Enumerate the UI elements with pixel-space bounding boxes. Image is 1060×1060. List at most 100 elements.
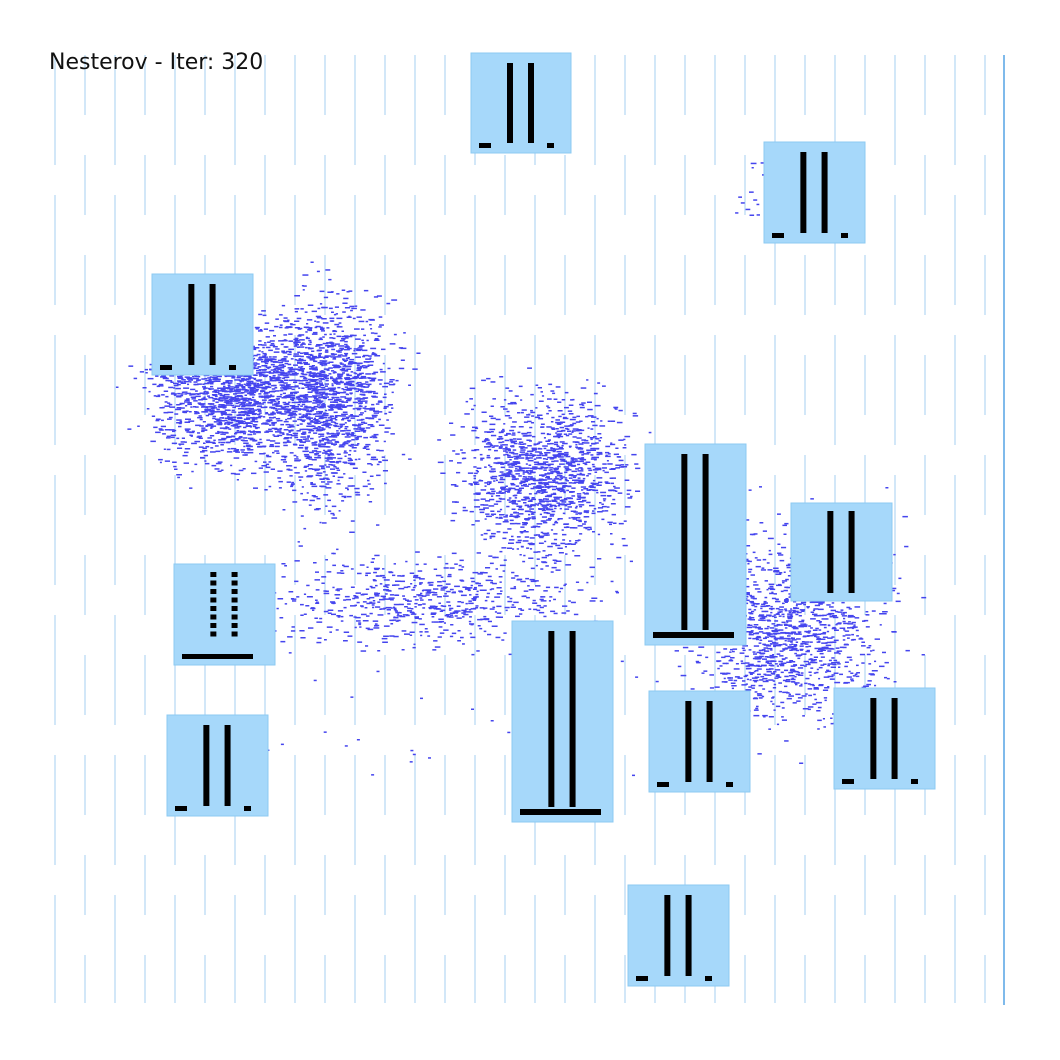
placement-point (891, 589, 896, 592)
placement-point (768, 690, 773, 693)
placement-point (320, 485, 327, 488)
placement-point (293, 353, 299, 355)
placement-point (230, 440, 235, 443)
placement-point (275, 398, 280, 400)
placement-point (339, 391, 346, 394)
placement-point (344, 436, 351, 438)
placement-point (536, 504, 539, 506)
placement-point (286, 394, 289, 397)
placement-point (768, 640, 773, 642)
placement-point (313, 360, 318, 363)
placement-point (202, 393, 208, 395)
placement-point (324, 450, 328, 453)
placement-point (842, 646, 847, 649)
placement-point (373, 410, 379, 412)
placement-point (322, 421, 327, 423)
placement-point (804, 682, 808, 685)
placement-point (229, 388, 233, 390)
placement-point (568, 477, 573, 479)
placement-point (813, 608, 819, 610)
placement-point (302, 399, 307, 401)
placement-point (322, 342, 329, 345)
placement-point (319, 402, 322, 404)
placement-point (515, 516, 518, 519)
placement-point (248, 405, 252, 407)
placement-point (310, 417, 314, 419)
placement-point (302, 438, 307, 440)
placement-point (375, 421, 379, 423)
placement-point (361, 372, 364, 375)
placement-point (821, 642, 827, 644)
placement-point (290, 394, 295, 397)
placement-point (304, 414, 308, 416)
placement-point (515, 468, 518, 470)
placement-point (304, 311, 308, 313)
placement-point (313, 375, 319, 378)
placement-point (347, 488, 349, 491)
placement-point (555, 428, 559, 430)
placement-point (334, 416, 338, 418)
placement-point (336, 460, 342, 463)
placement-point (292, 489, 297, 492)
placement-point (299, 479, 302, 481)
placement-point (550, 421, 554, 423)
placement-point (538, 478, 544, 480)
placement-point (189, 394, 192, 396)
placement-point (312, 331, 318, 334)
placement-point (524, 518, 527, 520)
placement-point (350, 417, 355, 419)
placement-point (688, 650, 694, 652)
placement-point (242, 389, 248, 391)
placement-point (327, 458, 333, 460)
placement-point (216, 375, 222, 378)
placement-point (728, 679, 733, 681)
placement-point (183, 462, 189, 464)
placement-point (354, 437, 358, 439)
placement-point (808, 645, 812, 648)
placement-point (818, 640, 821, 643)
placement-point (184, 441, 187, 443)
placement-point (740, 660, 744, 662)
placement-point (820, 649, 826, 651)
placement-point (525, 456, 529, 458)
placement-point (562, 453, 569, 456)
placement-point (264, 489, 268, 491)
placement-point (572, 398, 575, 401)
placement-point (325, 483, 330, 485)
placement-point (758, 642, 762, 644)
placement-point (328, 278, 332, 281)
placement-point (314, 454, 318, 456)
placement-point (283, 444, 288, 447)
placement-point (566, 489, 569, 492)
placement-point (534, 463, 538, 466)
placement-point (797, 631, 802, 633)
placement-point (538, 441, 543, 443)
placement-point (777, 676, 782, 678)
placement-point (229, 399, 233, 401)
placement-point (474, 506, 480, 508)
placement-point (850, 672, 854, 674)
placement-point (818, 647, 824, 650)
placement-point (776, 600, 779, 602)
placement-point (605, 445, 611, 448)
placement-point (813, 693, 816, 696)
placement-point (801, 625, 808, 628)
placement-point (582, 500, 586, 502)
placement-point (184, 451, 189, 454)
placement-point (555, 419, 560, 421)
placement-point (571, 475, 577, 477)
placement-point (253, 385, 260, 387)
placement-point (284, 396, 290, 398)
placement-point (314, 320, 317, 322)
placement-point (231, 400, 237, 402)
placement-point (514, 497, 518, 499)
placement-point (258, 369, 261, 372)
placement-point (825, 671, 828, 673)
placement-point (330, 468, 336, 470)
placement-point (581, 404, 585, 406)
placement-point (376, 463, 380, 466)
placement-point (285, 326, 292, 328)
placement-point (543, 469, 547, 471)
placement-point (568, 445, 572, 448)
placement-point (340, 408, 343, 411)
